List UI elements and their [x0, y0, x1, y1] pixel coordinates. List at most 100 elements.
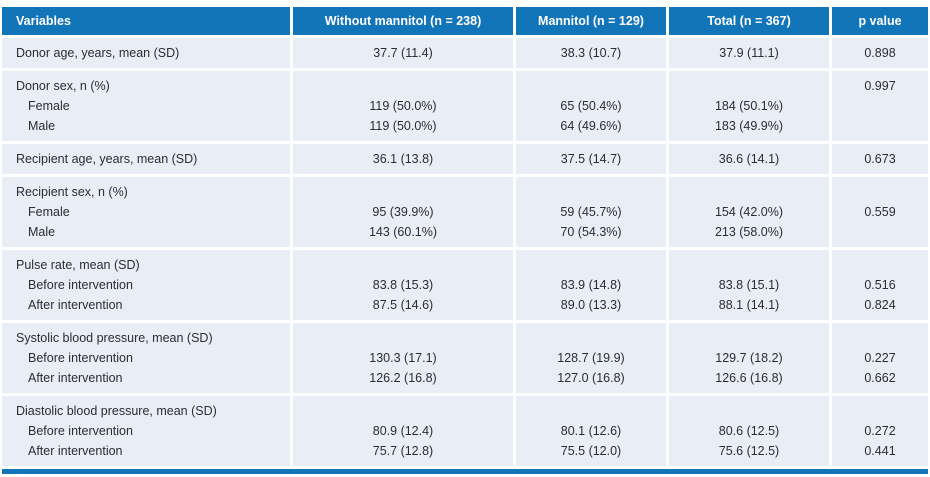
p-value	[832, 96, 928, 116]
cell-value	[669, 255, 829, 275]
cell-value	[516, 328, 666, 348]
cell-value: 89.0 (13.3)	[560, 298, 622, 312]
column-header-p-value: p value	[832, 7, 928, 35]
cell-value: 129.7 (18.2)	[715, 351, 783, 365]
cell-value: 75.5 (12.0)	[560, 444, 622, 458]
cell-value	[293, 76, 513, 96]
cell-value: 83.8 (15.3)	[372, 278, 434, 292]
row-label-cell: Recipient age, years, mean (SD)	[2, 144, 290, 174]
row-label-cell: Donor age, years, mean (SD)	[2, 38, 290, 68]
p-value	[832, 222, 928, 242]
cell-value: 80.1 (12.6)	[560, 424, 622, 438]
cell-value: 119 (50.0%)	[369, 119, 437, 133]
p-value: 0.824	[864, 298, 896, 312]
table-row-group: Diastolic blood pressure, mean (SD) Befor…	[2, 396, 928, 466]
row-label-cell: Pulse rate, mean (SD) Before intervention…	[2, 250, 290, 320]
row-label-cell: Recipient sex, n (%) Female Male	[2, 177, 290, 247]
value-cell: 37.7 (11.4)	[293, 38, 513, 68]
cell-value: 36.1 (13.8)	[372, 152, 434, 166]
cell-value: 37.7 (11.4)	[373, 46, 433, 60]
cell-value: 80.9 (12.4)	[372, 424, 434, 438]
p-value: 0.227	[864, 351, 896, 365]
cell-value: 95 (39.9%)	[372, 205, 434, 219]
column-header-total: Total (n = 367)	[669, 7, 829, 35]
cell-value: 64 (49.6%)	[560, 119, 622, 133]
value-cell: 37.9 (11.1)	[669, 38, 829, 68]
column-header-variables: Variables	[2, 7, 290, 35]
table-row-group: Donor sex, n (%) Female Male 119 (50.0%) 11…	[2, 71, 928, 141]
value-cell: 130.3 (17.1) 126.2 (16.8)	[293, 323, 513, 393]
p-value-cell: 0.559	[832, 177, 928, 247]
row-label: Female	[28, 99, 70, 113]
cell-value: 83.9 (14.8)	[560, 278, 622, 292]
cell-value: 38.3 (10.7)	[560, 46, 622, 60]
p-value: 0.441	[864, 444, 896, 458]
cell-value	[516, 182, 666, 202]
row-label: Before intervention	[28, 424, 133, 438]
p-value: 0.559	[864, 205, 896, 219]
cell-value: 183 (49.9%)	[714, 119, 784, 133]
cell-value: 213 (58.0%)	[714, 225, 784, 239]
p-value-cell: 0.272 0.441	[832, 396, 928, 466]
p-value	[832, 182, 928, 202]
cell-value	[516, 401, 666, 421]
p-value: 0.662	[864, 371, 896, 385]
value-cell: 83.8 (15.3) 87.5 (14.6)	[293, 250, 513, 320]
cell-value	[293, 401, 513, 421]
row-label: Donor sex, n (%)	[16, 79, 110, 93]
p-value	[832, 401, 928, 421]
cell-value	[516, 255, 666, 275]
cell-value: 59 (45.7%)	[560, 205, 622, 219]
row-label: Pulse rate, mean (SD)	[16, 258, 140, 272]
row-label: After intervention	[28, 444, 123, 458]
value-cell: 128.7 (19.9) 127.0 (16.8)	[516, 323, 666, 393]
row-label: Male	[28, 119, 56, 133]
p-value-cell: 0.673	[832, 144, 928, 174]
table-header-row: Variables Without mannitol (n = 238) Man…	[2, 7, 928, 35]
row-label: Diastolic blood pressure, mean (SD)	[16, 404, 217, 418]
row-label: Systolic blood pressure, mean (SD)	[16, 331, 213, 345]
cell-value: 130.3 (17.1)	[369, 351, 437, 365]
cell-value: 88.1 (14.1)	[718, 298, 780, 312]
cell-value	[669, 182, 829, 202]
cell-value: 37.9 (11.1)	[719, 46, 779, 60]
row-label: Before intervention	[28, 278, 133, 292]
cell-value: 83.8 (15.1)	[718, 278, 780, 292]
cell-value	[293, 328, 513, 348]
value-cell: 95 (39.9%) 143 (60.1%)	[293, 177, 513, 247]
table-row-group: Pulse rate, mean (SD) Before intervention…	[2, 250, 928, 320]
p-value: 0.516	[864, 278, 896, 292]
table-row-group: Donor age, years, mean (SD) 37.7 (11.4) 38…	[2, 38, 928, 68]
table-row-group: Systolic blood pressure, mean (SD) Before…	[2, 323, 928, 393]
cell-value: 154 (42.0%)	[714, 205, 784, 219]
p-value	[832, 328, 928, 348]
value-cell: 119 (50.0%) 119 (50.0%)	[293, 71, 513, 141]
p-value: 0.898	[864, 46, 896, 60]
value-cell: 154 (42.0%) 213 (58.0%)	[669, 177, 829, 247]
cell-value	[669, 401, 829, 421]
p-value: 0.997	[864, 79, 896, 93]
value-cell: 59 (45.7%) 70 (54.3%)	[516, 177, 666, 247]
p-value: 0.272	[864, 424, 896, 438]
table-row-group: Recipient sex, n (%) Female Male 95 (39.9%…	[2, 177, 928, 247]
row-label: Recipient age, years, mean (SD)	[16, 152, 198, 166]
cell-value: 126.2 (16.8)	[369, 371, 437, 385]
p-value-cell: 0.898	[832, 38, 928, 68]
row-label: Recipient sex, n (%)	[16, 185, 128, 199]
cell-value	[293, 182, 513, 202]
p-value-cell: 0.227 0.662	[832, 323, 928, 393]
value-cell: 36.1 (13.8)	[293, 144, 513, 174]
value-cell: 36.6 (14.1)	[669, 144, 829, 174]
p-value-cell: 0.516 0.824	[832, 250, 928, 320]
row-label: After intervention	[28, 371, 123, 385]
value-cell: 80.1 (12.6) 75.5 (12.0)	[516, 396, 666, 466]
cell-value	[669, 76, 829, 96]
value-cell: 65 (50.4%) 64 (49.6%)	[516, 71, 666, 141]
column-header-mannitol: Mannitol (n = 129)	[516, 7, 666, 35]
row-label: Donor age, years, mean (SD)	[16, 46, 180, 60]
p-value	[832, 255, 928, 275]
cell-value: 70 (54.3%)	[560, 225, 622, 239]
row-label: Female	[28, 205, 70, 219]
cell-value: 119 (50.0%)	[369, 99, 437, 113]
table-row-group: Recipient age, years, mean (SD) 36.1 (13.…	[2, 144, 928, 174]
